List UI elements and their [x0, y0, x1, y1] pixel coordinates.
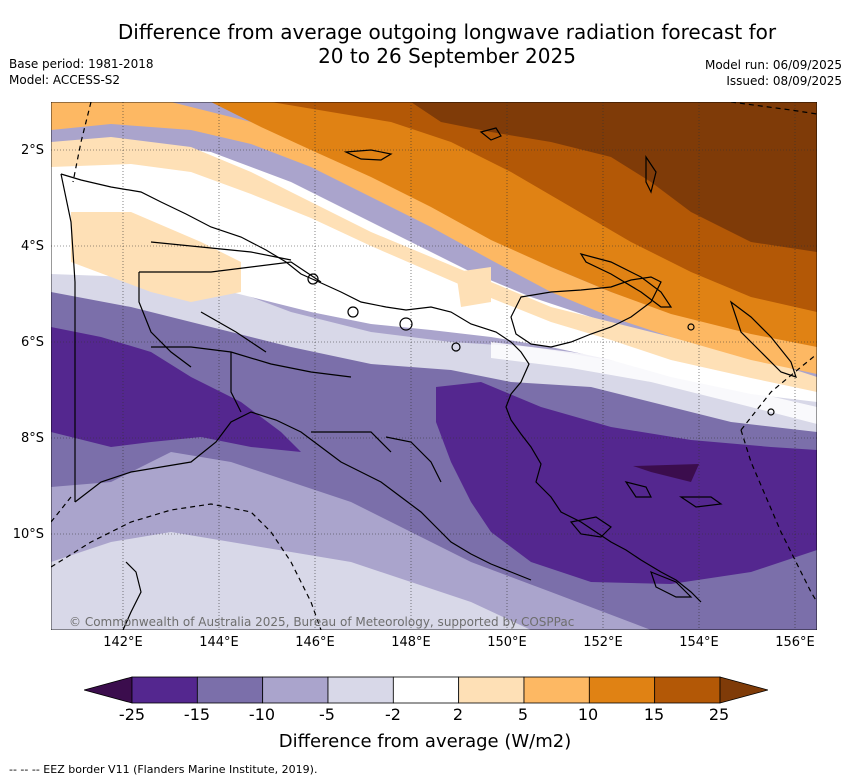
colorbar-extend-low: [84, 676, 133, 704]
contour-pale-purple: [51, 262, 817, 432]
colorbar-tick: 10: [577, 705, 599, 724]
colorbar-segment: [588, 676, 656, 704]
colorbar-segment: [654, 676, 721, 704]
contour-dark-brown: [411, 102, 817, 252]
eez-borders: [51, 102, 817, 630]
contour-pale-southwest: [51, 532, 531, 630]
lon-label-146e: 146°E: [295, 635, 335, 650]
lat-label-10s: 10°S: [12, 527, 44, 542]
colorbar-segment: [262, 676, 329, 704]
colorbar-segment: [327, 676, 394, 704]
contour-light-orange: [51, 137, 817, 392]
model-run-text: Model run: 06/09/2025: [704, 58, 842, 72]
lon-label-144e: 144°E: [199, 635, 239, 650]
lat-label-4s: 4°S: [20, 239, 44, 254]
colorbar-tick: 2: [452, 705, 464, 724]
colorbar-tick: -2: [385, 705, 401, 724]
colorbar-segment: [523, 676, 590, 704]
lon-label-142e: 142°E: [103, 635, 143, 650]
eez-footnote: -- -- -- EEZ border V11 (Flanders Marine…: [9, 763, 318, 776]
contour-dark-purple-west: [51, 327, 301, 452]
colorbar-segment: [392, 676, 460, 704]
lat-label-2s: 2°S: [20, 143, 44, 158]
lon-label-150e: 150°E: [487, 635, 527, 650]
colorbar-tick: 15: [643, 705, 665, 724]
colorbar: [84, 676, 768, 704]
base-period-text: Base period: 1981-2018: [9, 57, 154, 71]
anomaly-map: [51, 102, 817, 630]
lon-label-152e: 152°E: [583, 635, 623, 650]
coastlines: [60, 127, 797, 630]
metadata-right: Model run: 06/09/2025 Issued: 08/09/2025: [705, 57, 842, 89]
colorbar-tick: -10: [248, 705, 276, 724]
lon-label-156e: 156°E: [775, 635, 815, 650]
graticule: [51, 102, 817, 630]
map-svg: [51, 102, 817, 630]
model-text: Model: ACCESS-S2: [9, 73, 121, 87]
colorbar-title: Difference from average (W/m2): [278, 731, 572, 752]
metadata-left: Base period: 1981-2018 Model: ACCESS-S2: [9, 56, 154, 88]
contour-neutral-east: [491, 342, 817, 424]
lon-label-154e: 154°E: [679, 635, 719, 650]
colorbar-segment: [458, 676, 525, 704]
issued-text: Issued: 08/09/2025: [726, 74, 842, 88]
lat-label-8s: 8°S: [20, 431, 44, 446]
colorbar-segment: [131, 676, 198, 704]
map-title: Difference from average outgoing longwav…: [0, 20, 850, 68]
title-line-1: Difference from average outgoing longwav…: [117, 20, 777, 44]
colorbar-tick: 5: [517, 705, 529, 724]
contour-dark-orange: [211, 102, 817, 347]
contour-light-orange-spot: [456, 267, 491, 307]
lon-label-148e: 148°E: [391, 635, 431, 650]
title-line-2: 20 to 26 September 2025: [318, 44, 576, 68]
contour-darkest-spot: [633, 464, 699, 482]
colorbar-tick: -15: [183, 705, 211, 724]
lat-label-6s: 6°S: [20, 335, 44, 350]
copyright-notice: © Commonwealth of Australia 2025, Bureau…: [69, 615, 575, 629]
colorbar-tick: 25: [708, 705, 730, 724]
colorbar-extend-high: [719, 676, 768, 704]
colorbar-segment: [196, 676, 264, 704]
contour-light-orange-west: [71, 212, 241, 302]
contour-orange: [51, 102, 817, 374]
colorbar-tick: -25: [118, 705, 146, 724]
colorbar-tick: -5: [319, 705, 335, 724]
